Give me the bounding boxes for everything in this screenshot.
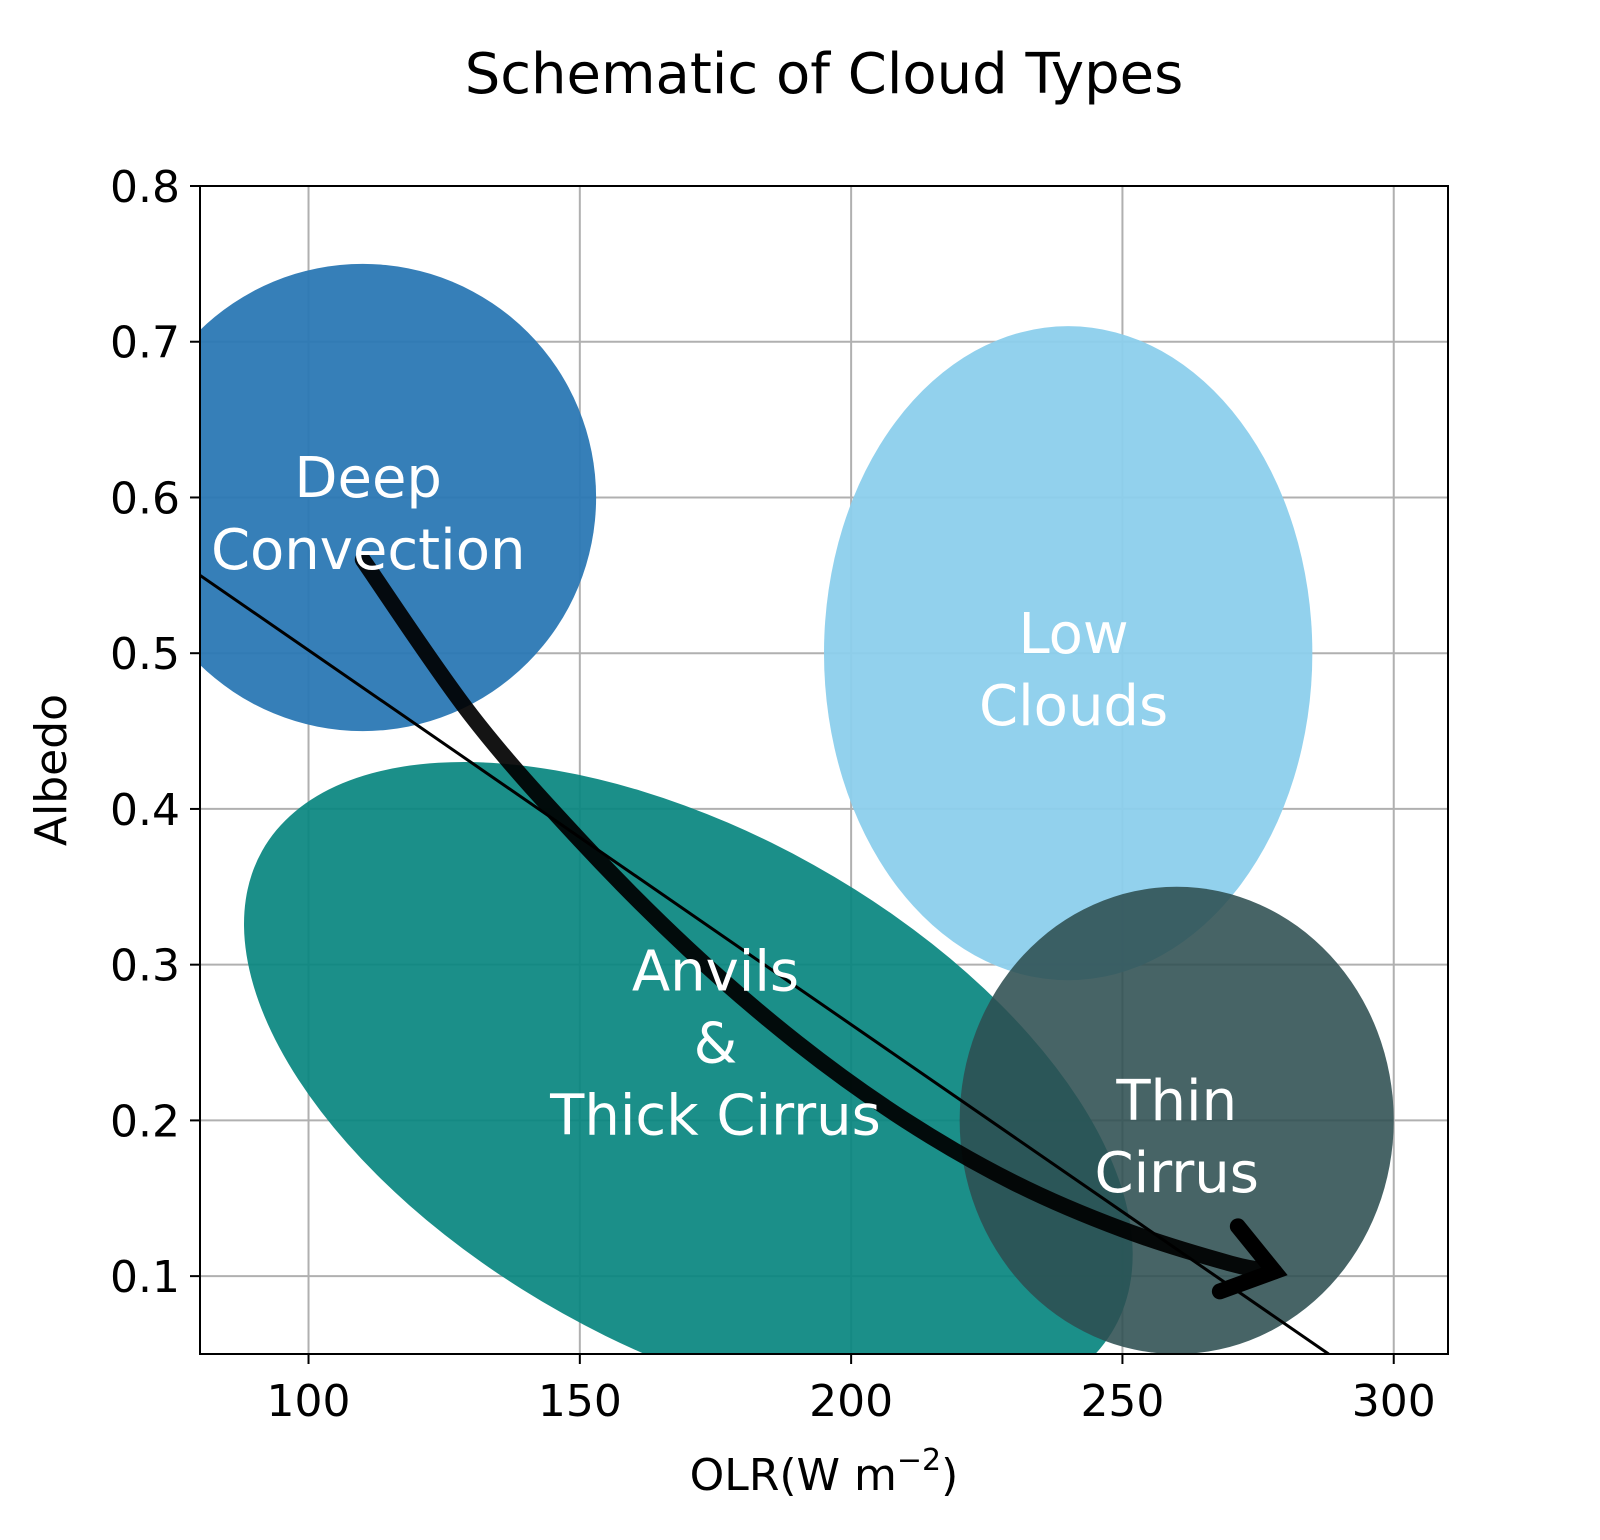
y-tick-label: 0.2: [110, 1096, 180, 1147]
region-anvils-thick-cirrus: [244, 762, 1133, 1354]
region-label-line: Clouds: [979, 674, 1168, 739]
x-tick-label: 100: [267, 1376, 351, 1427]
y-tick-label: 0.6: [110, 473, 180, 524]
x-axis-label-main: OLR(W m: [690, 1450, 897, 1501]
trajectory-arrow-shaft: [354, 551, 1283, 1280]
region-label-line: Deep: [294, 446, 442, 511]
region-label-line: &: [694, 1012, 738, 1077]
y-tick-label: 0.5: [110, 629, 180, 680]
y-axis-label: Albedo: [26, 694, 77, 846]
x-axis-label-exponent: −2: [897, 1443, 941, 1478]
region-label-line: Thin: [1115, 1069, 1237, 1134]
region-deep-convection: [200, 263, 597, 731]
region-thin-cirrus: [959, 886, 1394, 1354]
region-label-line: Cirrus: [1095, 1141, 1259, 1206]
region-label-line: Anvils: [632, 940, 799, 1005]
trajectory-arrow-head: [1211, 1218, 1288, 1300]
x-tick-label: 250: [1080, 1376, 1164, 1427]
x-tick-label: 300: [1352, 1376, 1436, 1427]
x-axis-label: OLR(W m−2): [690, 1443, 959, 1501]
y-axis-ticks: 0.1 0.2 0.3 0.4 0.5 0.6 0.7 0.8: [110, 162, 200, 1303]
trend-and-trajectory: [200, 551, 1330, 1354]
y-tick-label: 0.8: [110, 162, 180, 213]
x-axis-ticks: 100 150 200 250 300: [267, 1354, 1436, 1427]
cloud-regions: [200, 263, 1394, 1354]
trend-line: [200, 574, 1330, 1354]
region-low-clouds: [824, 326, 1313, 981]
region-label-line: Thick Cirrus: [549, 1084, 881, 1149]
x-tick-label: 150: [538, 1376, 622, 1427]
region-labels: Deep Convection Low Clouds Anvils & Thick Cirr…: [211, 446, 1259, 1206]
x-axis-label-suffix: ): [941, 1450, 958, 1501]
chart-title: Schematic of Cloud Types: [465, 42, 1184, 107]
plot-frame: [199, 185, 1449, 1355]
y-tick-label: 0.7: [110, 318, 180, 369]
region-label-line: Convection: [211, 518, 526, 583]
y-tick-label: 0.4: [110, 785, 180, 836]
region-label-line: Low: [1018, 602, 1128, 667]
y-tick-label: 0.1: [110, 1252, 180, 1303]
y-tick-label: 0.3: [110, 941, 180, 992]
x-tick-label: 200: [809, 1376, 893, 1427]
